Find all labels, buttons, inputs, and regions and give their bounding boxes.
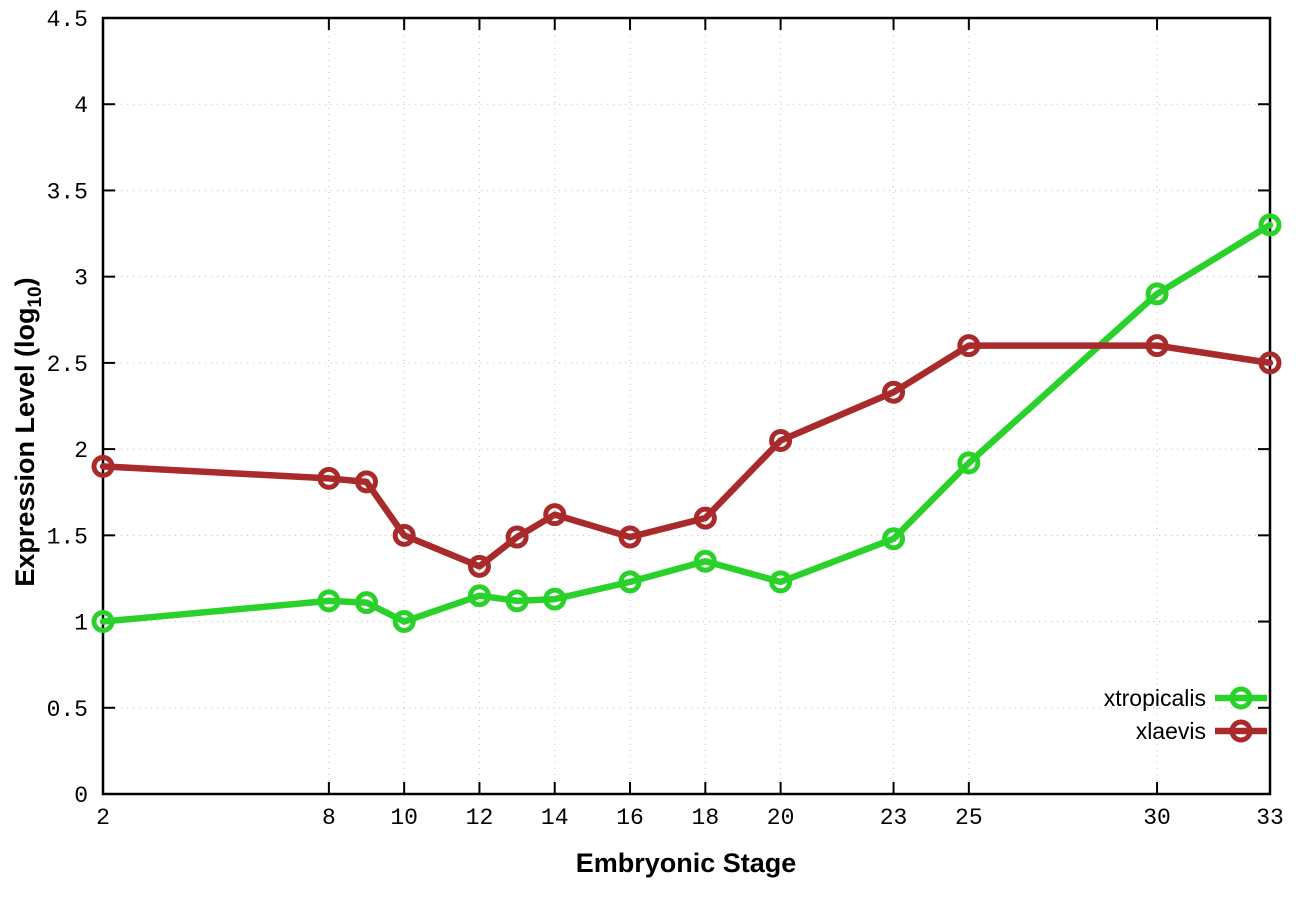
y-tick-label: 4 (74, 93, 88, 119)
legend-marker-circle-icon (1229, 719, 1253, 743)
y-tick-label: 1 (74, 611, 88, 637)
x-tick-label: 18 (692, 805, 720, 831)
y-axis-label-close: ) (10, 277, 40, 286)
data-point-marker (392, 523, 416, 547)
series-xlaevis (91, 334, 1282, 578)
data-point-marker (91, 454, 115, 478)
data-point-marker (543, 503, 567, 527)
data-point-marker (769, 428, 793, 452)
data-point-marker (1145, 282, 1169, 306)
series-line-xtropicalis (99, 221, 1274, 625)
y-tick-label: 1.5 (47, 524, 88, 550)
x-tick-label: 10 (390, 805, 418, 831)
data-point-marker (317, 589, 341, 613)
data-point-marker (882, 527, 906, 551)
x-tick-label: 12 (466, 805, 494, 831)
x-tick-label: 8 (322, 805, 336, 831)
data-point-marker (543, 587, 567, 611)
y-tick-label: 2 (74, 438, 88, 464)
data-point-marker (957, 451, 981, 475)
axis-layer: 0 0.5 1 1.5 2 2.5 3 3.5 4 4.5 2 8 10 12 14 16 18 20 23 25 30… (47, 7, 1284, 831)
data-point-marker (91, 610, 115, 634)
data-point-marker (693, 506, 717, 530)
data-point-marker (1145, 334, 1169, 358)
x-tick-label: 14 (541, 805, 569, 831)
data-point-marker (355, 470, 379, 494)
x-axis-label: Embryonic Stage (576, 848, 797, 878)
data-point-marker (355, 591, 379, 615)
y-tick-label: 3.5 (47, 179, 88, 205)
y-tick-label: 2.5 (47, 352, 88, 378)
data-point-marker (467, 584, 491, 608)
legend-label-xtropicalis: xtropicalis (1104, 685, 1206, 711)
x-tick-label: 20 (767, 805, 795, 831)
data-point-marker (317, 466, 341, 490)
x-tick-label: 23 (880, 805, 908, 831)
labels-layer: Embryonic Stage Expression Level (log10) (10, 277, 796, 878)
data-point-marker (693, 549, 717, 573)
data-point-marker (505, 589, 529, 613)
series-xtropicalis (91, 213, 1282, 634)
x-tick-label: 2 (96, 805, 110, 831)
data-point-marker (392, 610, 416, 634)
data-point-marker (769, 570, 793, 594)
plot-border (101, 16, 1272, 796)
legend-item-xtropicalis: xtropicalis (1104, 685, 1267, 711)
grid-layer (102, 17, 1271, 795)
y-axis-label: Expression Level (log10) (10, 277, 46, 586)
x-tick-label: 16 (616, 805, 644, 831)
legend-marker-circle-icon (1229, 686, 1253, 710)
legend-label-xlaevis: xlaevis (1136, 718, 1206, 744)
data-point-marker (618, 525, 642, 549)
data-point-marker (618, 570, 642, 594)
data-point-marker (882, 380, 906, 404)
y-tick-label: 0 (74, 783, 88, 809)
y-tick-label: 3 (74, 266, 88, 292)
x-tick-label: 25 (955, 805, 983, 831)
series-layer (91, 213, 1282, 634)
legend-item-xlaevis: xlaevis (1136, 718, 1267, 744)
y-tick-label: 4.5 (47, 7, 88, 33)
y-tick-label: 0.5 (47, 697, 88, 723)
x-tick-label: 33 (1256, 805, 1284, 831)
y-axis-label-main: Expression Level (log (10, 308, 40, 587)
legend: xtropicalis xlaevis (1104, 685, 1267, 744)
series-line-xlaevis (99, 342, 1274, 570)
data-point-marker (505, 525, 529, 549)
y-axis-label-subscript: 10 (25, 286, 46, 307)
data-point-marker (467, 554, 491, 578)
data-point-marker (1258, 351, 1282, 375)
data-point-marker (957, 334, 981, 358)
data-point-marker (1258, 213, 1282, 237)
x-tick-label: 30 (1143, 805, 1171, 831)
